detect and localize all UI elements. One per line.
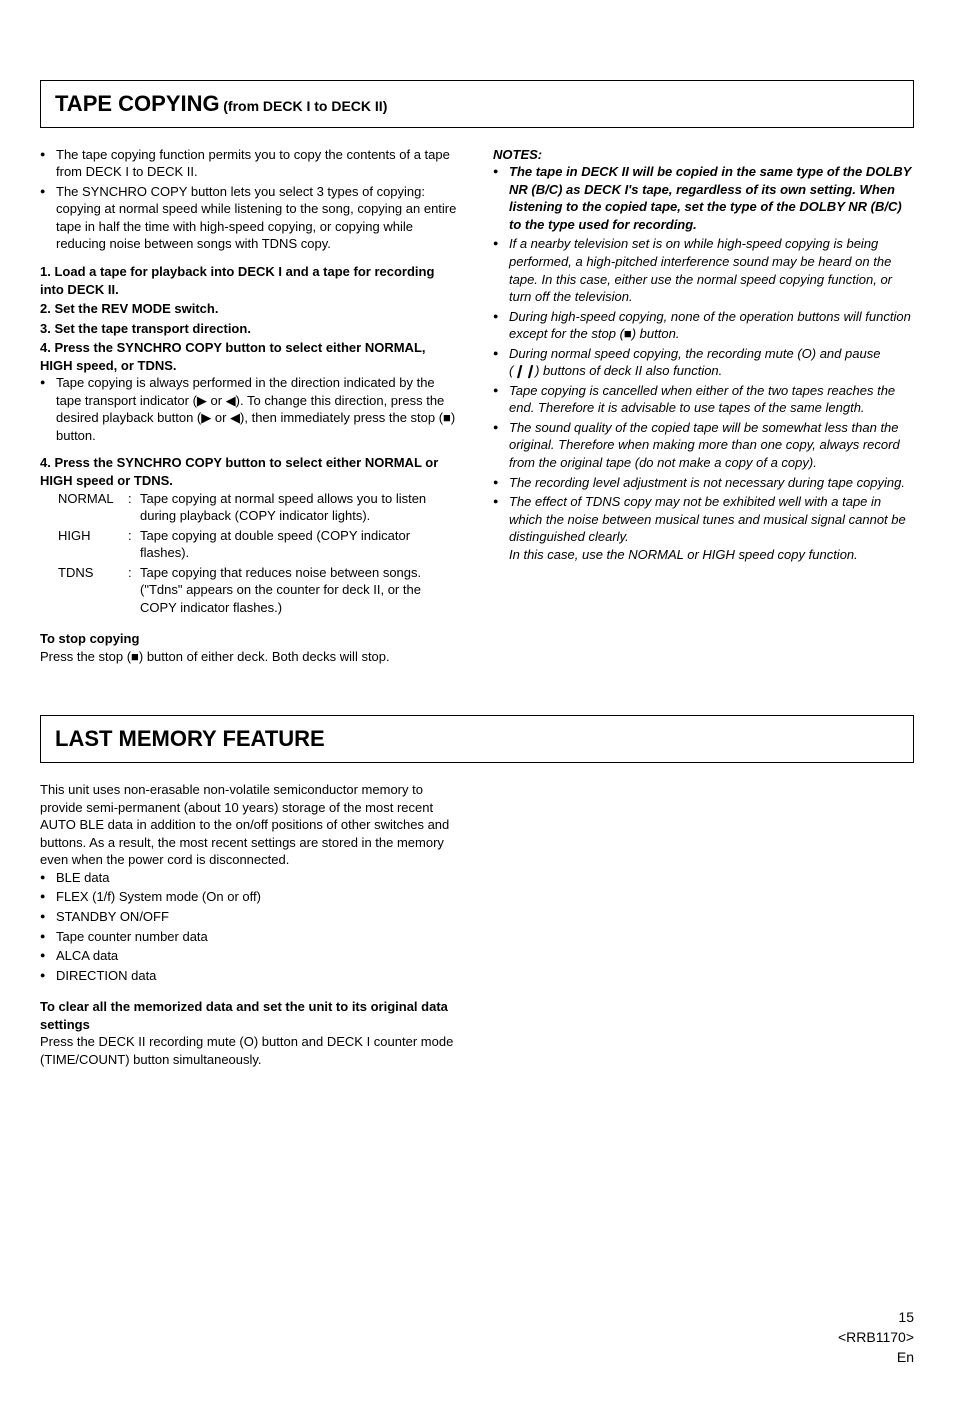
steps-list: 1. Load a tape for playback into DECK I … — [40, 263, 461, 616]
stop-copying-body: Press the stop (■) button of either deck… — [40, 648, 461, 666]
mode-colon: : — [128, 527, 140, 562]
step-4a: 4. Press the SYNCHRO COPY button to sele… — [40, 340, 426, 373]
intro-list: The tape copying function permits you to… — [40, 146, 461, 253]
mode-row: HIGH : Tape copying at double speed (COP… — [58, 527, 461, 562]
notes-heading: NOTES: — [493, 146, 914, 164]
section-title: TAPE COPYING — [55, 91, 220, 116]
right-column-empty — [493, 781, 914, 1068]
doc-lang: En — [40, 1348, 914, 1368]
note-item: The tape in DECK II will be copied in th… — [493, 163, 914, 233]
page-footer: 15 <RRB1170> En — [40, 1308, 914, 1367]
clear-data-body: Press the DECK II recording mute (O) but… — [40, 1033, 461, 1068]
mode-colon: : — [128, 564, 140, 617]
tape-copying-columns: The tape copying function permits you to… — [40, 146, 914, 666]
memory-item: STANDBY ON/OFF — [40, 908, 461, 926]
memory-item: FLEX (1/f) System mode (On or off) — [40, 888, 461, 906]
left-column: This unit uses non-erasable non-volatile… — [40, 781, 461, 1068]
last-memory-columns: This unit uses non-erasable non-volatile… — [40, 781, 914, 1068]
section-subtitle: (from DECK I to DECK II) — [223, 98, 387, 114]
page-number: 15 — [40, 1308, 914, 1328]
mode-label: HIGH — [58, 527, 128, 562]
step-4a-sub: Tape copying is always performed in the … — [40, 374, 461, 444]
clear-data-head: To clear all the memorized data and set … — [40, 998, 461, 1033]
step-1: 1. Load a tape for playback into DECK I … — [40, 264, 434, 297]
note-item: The effect of TDNS copy may not be exhib… — [493, 493, 914, 563]
memory-items-list: BLE data FLEX (1/f) System mode (On or o… — [40, 869, 461, 984]
mode-label: TDNS — [58, 564, 128, 617]
stop-copying-head: To stop copying — [40, 630, 461, 648]
note-item: The recording level adjustment is not ne… — [493, 474, 914, 492]
note-item: If a nearby television set is on while h… — [493, 235, 914, 305]
mode-row: NORMAL : Tape copying at normal speed al… — [58, 490, 461, 525]
section-title-box-tape-copying: TAPE COPYING (from DECK I to DECK II) — [40, 80, 914, 128]
mode-desc: Tape copying at double speed (COPY indic… — [140, 527, 461, 562]
mode-row: TDNS : Tape copying that reduces noise b… — [58, 564, 461, 617]
step-4b: 4. Press the SYNCHRO COPY button to sele… — [40, 455, 438, 488]
notes-list: The tape in DECK II will be copied in th… — [493, 163, 914, 563]
right-column-notes: NOTES: The tape in DECK II will be copie… — [493, 146, 914, 666]
mode-table: NORMAL : Tape copying at normal speed al… — [40, 490, 461, 617]
mode-desc: Tape copying at normal speed allows you … — [140, 490, 461, 525]
note-item: During high-speed copying, none of the o… — [493, 308, 914, 343]
note-item: Tape copying is cancelled when either of… — [493, 382, 914, 417]
memory-item: BLE data — [40, 869, 461, 887]
note-item: During normal speed copying, the recordi… — [493, 345, 914, 380]
step-4a-sub-list: Tape copying is always performed in the … — [40, 374, 461, 444]
left-column: The tape copying function permits you to… — [40, 146, 461, 666]
step-3: 3. Set the tape transport direction. — [40, 321, 251, 336]
mode-desc: Tape copying that reduces noise between … — [140, 564, 461, 617]
memory-item: DIRECTION data — [40, 967, 461, 985]
memory-item: Tape counter number data — [40, 928, 461, 946]
intro-item: The SYNCHRO COPY button lets you select … — [40, 183, 461, 253]
memory-item: ALCA data — [40, 947, 461, 965]
section-title: LAST MEMORY FEATURE — [55, 726, 325, 751]
step-2: 2. Set the REV MODE switch. — [40, 301, 218, 316]
doc-code: <RRB1170> — [40, 1328, 914, 1348]
intro-item: The tape copying function permits you to… — [40, 146, 461, 181]
section-title-box-last-memory: LAST MEMORY FEATURE — [40, 715, 914, 763]
last-memory-body: This unit uses non-erasable non-volatile… — [40, 781, 461, 869]
mode-colon: : — [128, 490, 140, 525]
note-item: The sound quality of the copied tape wil… — [493, 419, 914, 472]
mode-label: NORMAL — [58, 490, 128, 525]
